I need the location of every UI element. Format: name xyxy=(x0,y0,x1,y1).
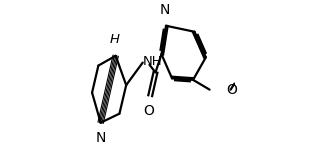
Text: O: O xyxy=(226,83,237,97)
Text: O: O xyxy=(143,104,154,118)
Text: N: N xyxy=(160,3,171,17)
Text: NH: NH xyxy=(143,55,162,68)
Text: H: H xyxy=(110,33,120,46)
Text: N: N xyxy=(95,131,106,145)
